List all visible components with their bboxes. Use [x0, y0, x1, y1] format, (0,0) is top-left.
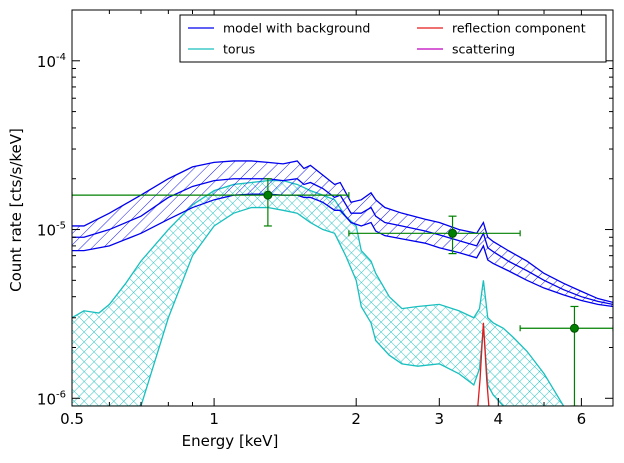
legend-item: model with background — [188, 21, 370, 36]
x-tick-label: 4 — [494, 410, 504, 428]
legend: model with background reflection componen… — [179, 14, 607, 63]
legend-label: reflection component — [452, 21, 586, 36]
x-tick-label: 2 — [351, 410, 361, 428]
data-point-marker — [263, 190, 273, 200]
legend-label: scattering — [452, 42, 515, 57]
model-middle-line — [72, 178, 613, 306]
x-tick-label: 3 — [435, 410, 445, 428]
y-tick-label: 10-5 — [37, 221, 66, 240]
data-point-2 — [348, 215, 521, 255]
model-lower-line — [72, 193, 613, 308]
data-point-marker — [569, 323, 579, 333]
x-tick-label: 6 — [577, 410, 587, 428]
legend-item: torus — [188, 42, 255, 57]
y-tick-label: 10-4 — [37, 52, 66, 71]
data-point-3 — [519, 305, 613, 406]
legend-label: model with background — [223, 21, 370, 36]
x-axis-label: Energy [keV] — [182, 432, 279, 450]
y-tick-label: 10-6 — [37, 389, 66, 408]
model-upper-line — [72, 160, 613, 304]
torus-band-fill — [72, 180, 564, 406]
data-point-1 — [72, 178, 350, 227]
error-bars-layer — [72, 178, 613, 406]
reflection-line — [477, 322, 490, 406]
legend-box — [179, 14, 607, 63]
x-tick-label: 1 — [209, 410, 219, 428]
plot-frame — [71, 9, 614, 407]
legend-item: scattering — [417, 42, 515, 57]
torus-upper-line — [72, 179, 565, 406]
legend-label: torus — [223, 42, 255, 57]
x-tick-label: 0.5 — [60, 410, 84, 428]
data-point-marker — [448, 228, 458, 238]
legend-item: reflection component — [417, 21, 586, 36]
model-band-fill — [72, 160, 613, 307]
y-axis-label: Count rate [cts/s/keV] — [7, 128, 25, 292]
bands-layer — [72, 160, 613, 406]
ticks-layer: 0.5 1 2 3 4 6 10-6 10-5 10-4 — [37, 10, 613, 428]
